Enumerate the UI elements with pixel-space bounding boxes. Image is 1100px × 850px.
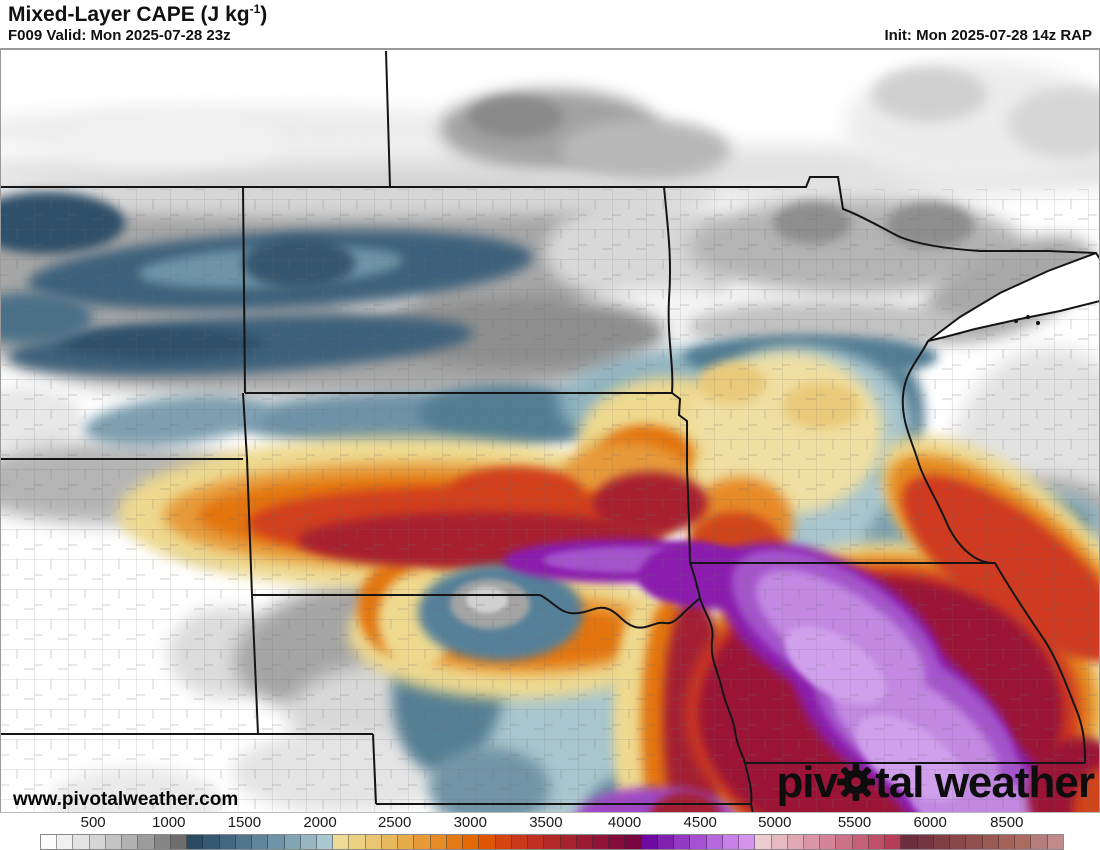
colorbar-swatch — [235, 835, 253, 849]
colorbar-tick-label: 5500 — [837, 814, 872, 831]
colorbar-swatch — [268, 835, 285, 849]
colorbar-swatch — [1015, 835, 1032, 849]
cape-map-canvas: piv tal weather www.pivotalweather.com — [0, 48, 1100, 813]
colorbar-swatch — [398, 835, 415, 849]
colorbar-swatch — [528, 835, 545, 849]
header: Mixed-Layer CAPE (J kg-1) F009 Valid: Mo… — [0, 0, 1100, 48]
colorbar-swatch — [57, 835, 74, 849]
colorbar-swatch — [89, 835, 106, 849]
colorbar-swatch — [933, 835, 951, 849]
colorbar-swatch — [187, 835, 204, 849]
gear-icon — [837, 763, 876, 801]
colorbar-swatch — [690, 835, 707, 849]
colorbar-swatch — [576, 835, 593, 849]
colorbar-swatch — [998, 835, 1016, 849]
colorbar-swatch — [950, 835, 967, 849]
colorbar-swatch — [804, 835, 821, 849]
colorbar-swatch — [333, 835, 350, 849]
colorbar-swatch — [316, 835, 334, 849]
colorbar-tick-label: 8500 — [990, 814, 1024, 831]
colorbar-tick-label: 3000 — [453, 814, 487, 831]
valid-time-label: F009 Valid: Mon 2025-07-28 23z — [8, 27, 231, 44]
colorbar-tick-label: 1000 — [152, 814, 186, 831]
colorbar-swatch — [625, 835, 642, 849]
colorbar-swatch — [852, 835, 869, 849]
colorbar-swatch — [154, 835, 171, 849]
colorbar-swatch — [722, 835, 740, 849]
colorbar-swatch — [739, 835, 756, 849]
colorbar-swatch — [820, 835, 837, 849]
lake-superior — [927, 251, 1100, 342]
colorbar-swatch — [609, 835, 626, 849]
colorbar-swatch — [122, 835, 139, 849]
colorbar-swatch — [885, 835, 902, 849]
colorbar-swatches — [40, 834, 1064, 850]
colorbar-swatch — [170, 835, 188, 849]
colorbar-swatch — [219, 835, 236, 849]
colorbar-swatch — [252, 835, 269, 849]
state-county-borders-layer — [0, 49, 1100, 812]
colorbar-tick-label: 5000 — [758, 814, 792, 831]
colorbar-swatch — [706, 835, 723, 849]
colorbar-swatch — [982, 835, 999, 849]
colorbar-swatch — [511, 835, 529, 849]
state-borders — [0, 50, 1097, 812]
colorbar-tick-label: 2000 — [303, 814, 337, 831]
colorbar-tick-label: 3500 — [529, 814, 563, 831]
colorbar-swatch — [414, 835, 431, 849]
colorbar-tick-label: 1500 — [227, 814, 262, 831]
colorbar-swatch — [349, 835, 366, 849]
colorbar-labels: 500 1000 1500 2000 2500 3000 3500 4000 4500 5000 5… — [40, 813, 1062, 834]
url-watermark: www.pivotalweather.com — [13, 789, 239, 810]
colorbar-swatch — [966, 835, 983, 849]
colorbar-swatch — [463, 835, 480, 849]
colorbar-swatch — [836, 835, 853, 849]
county-grid — [0, 189, 1100, 812]
colorbar-swatch — [203, 835, 220, 849]
colorbar-swatch — [641, 835, 658, 849]
colorbar-swatch — [138, 835, 155, 849]
colorbar-swatch — [300, 835, 317, 849]
colorbar-swatch — [105, 835, 123, 849]
colorbar-swatch — [73, 835, 90, 849]
colorbar-swatch — [430, 835, 447, 849]
colorbar-tick-label: 2500 — [377, 814, 412, 831]
colorbar-swatch — [381, 835, 399, 849]
colorbar-swatch — [544, 835, 561, 849]
colorbar-swatch — [479, 835, 496, 849]
colorbar-swatch — [901, 835, 918, 849]
colorbar-tick-label: 6000 — [913, 814, 947, 831]
colorbar-swatch — [446, 835, 464, 849]
colorbar-swatch — [657, 835, 675, 849]
colorbar-swatch — [1047, 835, 1063, 849]
colorbar-tick-label: 4000 — [607, 814, 642, 831]
colorbar: 500 1000 1500 2000 2500 3000 3500 4000 4500 5000 5… — [0, 813, 1100, 850]
colorbar-swatch — [674, 835, 691, 849]
colorbar-swatch — [755, 835, 772, 849]
colorbar-tick-label: 500 — [80, 814, 106, 831]
page-title: Mixed-Layer CAPE (J kg-1) — [8, 2, 268, 26]
colorbar-swatch — [365, 835, 382, 849]
init-time-label: Init: Mon 2025-07-28 14z RAP — [884, 27, 1092, 44]
colorbar-swatch — [284, 835, 301, 849]
title-superscript: -1 — [249, 2, 261, 16]
colorbar-swatch — [787, 835, 805, 849]
colorbar-swatch — [868, 835, 886, 849]
colorbar-swatch — [917, 835, 934, 849]
colorbar-swatch — [41, 835, 58, 849]
colorbar-swatch — [771, 835, 788, 849]
colorbar-swatch — [1031, 835, 1048, 849]
colorbar-swatch — [560, 835, 577, 849]
colorbar-tick-label: 4500 — [683, 814, 717, 831]
colorbar-swatch — [495, 835, 512, 849]
colorbar-swatch — [592, 835, 610, 849]
pivotal-weather-watermark: piv tal weather — [776, 758, 1095, 807]
